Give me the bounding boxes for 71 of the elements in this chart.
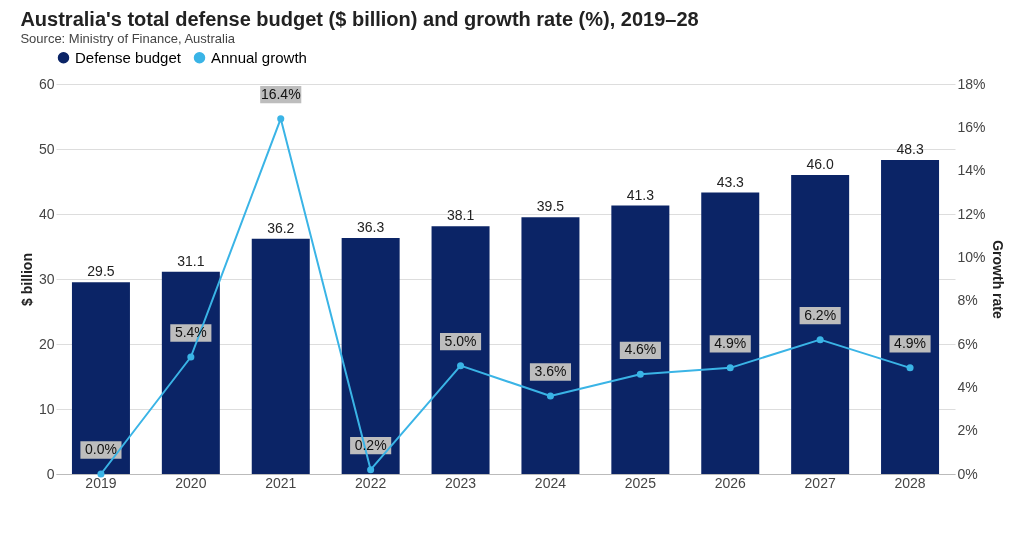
chart-title: Australia's total defense budget ($ billion) and growth rate (%), 2019–28 [20,8,699,30]
data-label: 3.6% [534,363,567,379]
y-tick-label: 40 [38,205,55,222]
y2-tick-label: 10% [957,248,986,265]
bar [161,271,220,474]
data-label: 16.4% [260,85,301,102]
x-tick-label: 2025 [624,474,657,491]
point [367,466,375,474]
x-tick-label: 2021 [265,474,297,491]
legend-label: Defense budget [75,48,182,66]
x-tick-label: 2024 [534,474,567,491]
y2-tick-label: 18% [957,75,986,92]
y2-tick-label: 14% [957,162,986,179]
y2-tick-label: 6% [957,335,978,352]
point [726,364,734,372]
data-label: 4.9% [714,334,747,351]
point [97,470,105,478]
y2-tick-label: 12% [957,205,986,222]
point [457,362,465,370]
bar [881,160,940,474]
point [187,353,195,361]
y2-tick-label: 4% [957,378,978,395]
bar [71,282,130,474]
point [816,336,824,344]
y2-axis-title: Growth rate [989,240,1006,319]
y-tick-label: 50 [38,140,55,157]
bar [611,205,670,474]
data-label: 39.5 [536,198,565,215]
point [906,364,914,372]
data-label: 36.2 [267,219,295,236]
data-label: 36.3 [357,219,385,236]
bar [251,238,310,474]
data-label: 6.2% [804,306,837,323]
y-tick-label: 0 [46,465,55,482]
bar [521,217,580,474]
bar [431,226,490,474]
y2-tick-label: 16% [957,118,986,135]
legend-label: Annual growth [211,48,307,66]
x-tick-label: 2019 [85,474,117,491]
data-label: 5.0% [444,332,477,349]
data-label: 4.9% [894,334,927,351]
point [546,392,554,400]
bar [341,238,400,474]
data-label: 29.5 [87,263,115,280]
x-tick-label: 2022 [355,474,387,491]
x-tick-label: 2026 [714,474,747,491]
data-label: 41.3 [626,186,655,203]
data-label: 4.6% [624,341,657,358]
data-label: 38.1 [446,207,475,224]
data-label: 43.3 [716,173,745,190]
y-tick-label: 30 [38,270,55,287]
x-tick-label: 2020 [175,474,207,491]
x-tick-label: 2027 [804,474,836,491]
data-label: 0.0% [84,441,117,457]
data-label: 31.1 [177,252,205,269]
y2-tick-label: 2% [957,422,978,439]
x-tick-label: 2023 [444,474,477,491]
y-axis-title: $ billion [18,253,35,306]
y2-tick-label: 8% [957,292,978,309]
x-tick-label: 2028 [894,474,926,491]
point [277,115,285,123]
data-label: 48.3 [896,141,924,158]
y-tick-label: 10 [38,400,55,417]
data-label: 46.0 [806,156,834,172]
source-note: Source: Ministry of Finance, Australia [20,31,236,46]
bar [701,192,760,474]
y-tick-label: 20 [38,335,55,352]
y-tick-label: 60 [38,75,55,92]
point [636,370,644,378]
y2-tick-label: 0% [957,465,978,482]
bar [791,175,850,474]
